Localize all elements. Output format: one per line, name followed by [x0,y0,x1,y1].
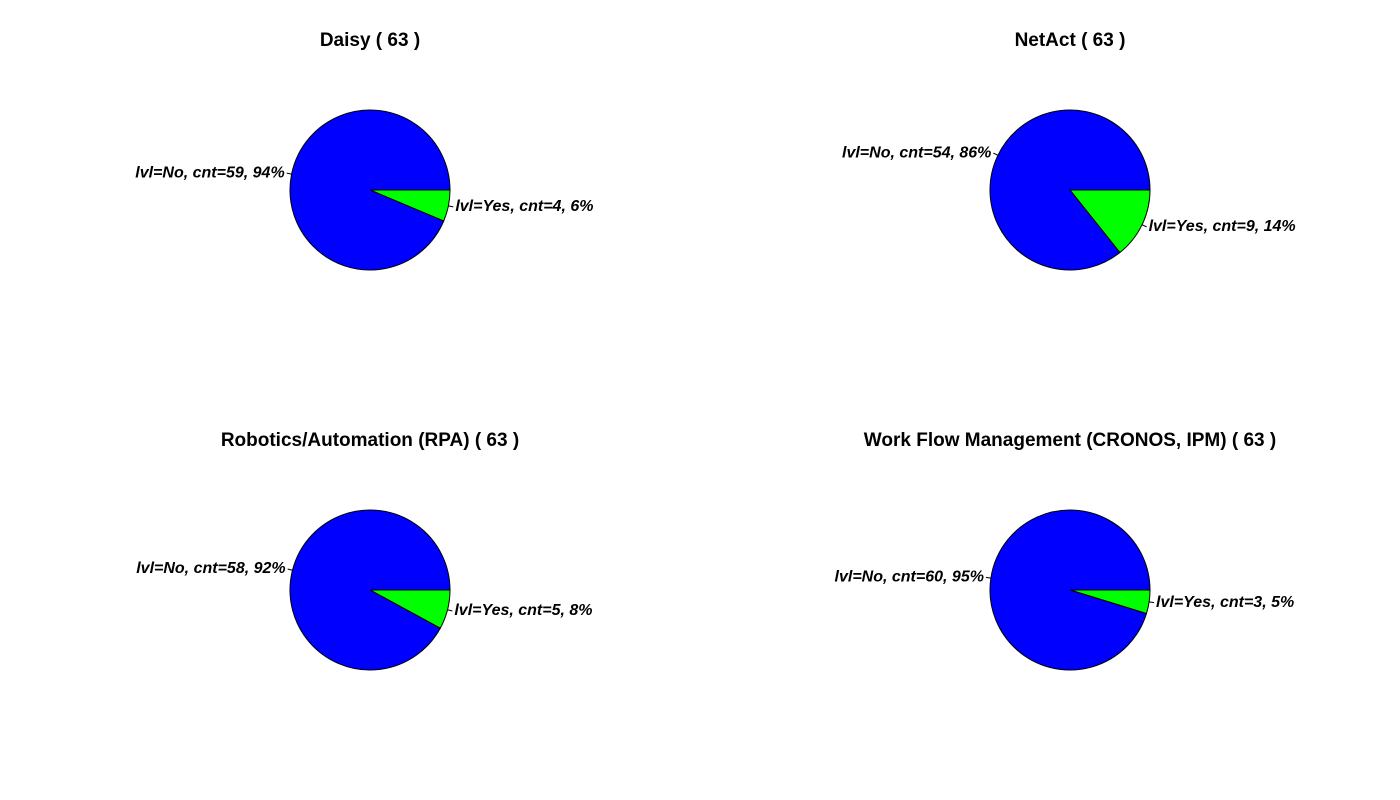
pie-slice-label-no: lvl=No, cnt=54, 86% [842,144,991,161]
pie-slice-label-yes: lvl=Yes, cnt=5, 8% [454,602,592,619]
label-leader-line [1141,224,1147,228]
pie-slice-label-yes: lvl=Yes, cnt=3, 5% [1156,594,1294,611]
label-leader-line [448,205,454,208]
pie-slice-label-no: lvl=No, cnt=59, 94% [135,164,284,181]
chart-title: Robotics/Automation (RPA) ( 63 ) [221,430,519,451]
label-leader-line [447,609,453,612]
label-leader-line [985,576,991,579]
pie-slice-no [289,109,451,271]
label-leader-line [286,172,292,175]
label-leader-line [287,568,293,571]
pie-slice-no [989,509,1151,671]
pie-slice-label-no: lvl=No, cnt=60, 95% [835,569,984,586]
pie-slice-label-no: lvl=No, cnt=58, 92% [136,560,285,577]
chart-title: Work Flow Management (CRONOS, IPM) ( 63 … [864,430,1276,451]
pie-slice-label-yes: lvl=Yes, cnt=9, 14% [1149,218,1296,235]
label-leader-line [1149,601,1155,604]
pie-chart-daisy: Daisy ( 63 ) lvl=Yes, cnt=4, 6% lvl=No, cn… [135,30,593,271]
chart-title: Daisy ( 63 ) [320,30,420,51]
pie-slice-no [289,509,451,671]
chart-title: NetAct ( 63 ) [1015,30,1126,51]
pie-slice-label-yes: lvl=Yes, cnt=4, 6% [455,198,593,215]
pie-chart-robotics-automation-rpa: Robotics/Automation (RPA) ( 63 ) lvl=Yes,… [136,430,593,671]
label-leader-line [993,152,999,156]
pie-slice-no [989,109,1151,271]
pie-chart-work-flow-management-cronos-ipm: Work Flow Management (CRONOS, IPM) ( 63 … [835,430,1294,671]
pie-chart-netact: NetAct ( 63 ) lvl=Yes, cnt=9, 14% lvl=No, … [842,30,1296,271]
